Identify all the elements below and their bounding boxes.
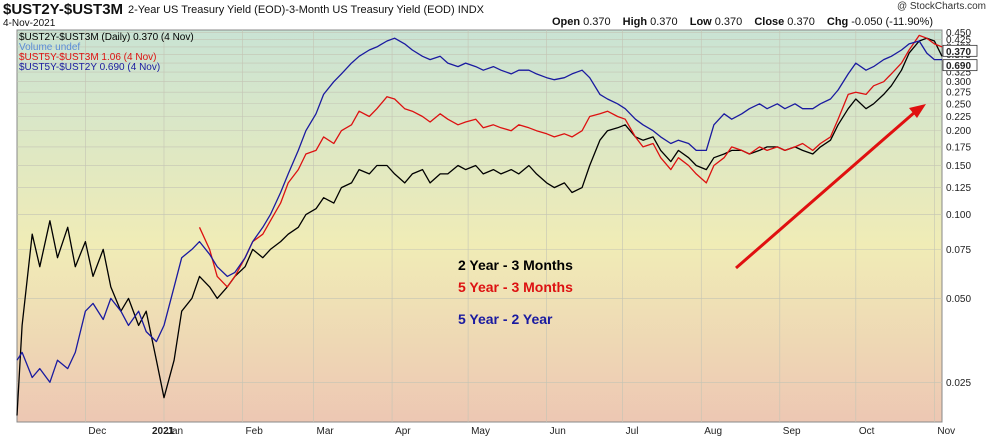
chart-date: 4-Nov-2021 <box>3 18 56 29</box>
y-tick-label: 0.050 <box>946 294 971 305</box>
ohlc-label: High <box>622 16 648 28</box>
y-tick-label: 0.250 <box>946 99 971 110</box>
last-value-badge <box>942 44 978 57</box>
legend-entry-5y-3m: $UST5Y-$UST3M 1.06 (4 Nov) <box>19 52 157 63</box>
annotation-5y-2y: 5 Year - 2 Year <box>458 311 553 327</box>
x-tick-label: Jul <box>626 426 639 437</box>
x-tick-label: Feb <box>246 426 264 437</box>
x-tick-label: Jun <box>550 426 566 437</box>
y-axis: 0.025 0.050 0.075 0.100 0.125 0.150 0.175 0.200… <box>942 28 978 389</box>
copyright-notice: @ StockCharts.com <box>896 1 986 12</box>
legend-entry-volume: Volume undef <box>19 42 81 53</box>
x-tick-label: Aug <box>704 426 722 437</box>
y-tick-label: 0.125 <box>946 183 971 194</box>
y-tick-label: 0.150 <box>946 161 971 172</box>
x-tick-label: Dec <box>88 426 106 437</box>
y-tick-label: 0.200 <box>946 126 971 137</box>
annotation-5y-3m: 5 Year - 3 Months <box>458 279 573 295</box>
ohlc-label: Low <box>689 16 712 28</box>
y-tick-label: 0.175 <box>946 142 971 153</box>
series-line-2 <box>16 37 942 383</box>
y-tick-label: 0.450 <box>946 28 971 39</box>
chart-description: 2-Year US Treasury Yield (EOD)-3-Month U… <box>128 4 484 16</box>
ohlc-value: 0.370 <box>714 16 743 28</box>
last-value-badge <box>942 59 978 72</box>
x-tick-label: Mar <box>317 426 335 437</box>
grid <box>17 30 942 422</box>
y-tick-label: 0.325 <box>946 68 971 79</box>
last-value-label: 0.370 <box>946 47 971 58</box>
x-tick-label: Oct <box>859 426 875 437</box>
series-line-1 <box>198 34 943 288</box>
trend-arrow-layer <box>735 104 926 270</box>
last-value-label: 0.690 <box>946 61 971 72</box>
ohlc-readout: Open 0.370 High 0.370 Low 0.370 Close 0.370 … <box>552 16 942 28</box>
ohlc-label: Open <box>551 16 581 28</box>
x-tick-label: Jan <box>167 426 183 437</box>
ohlc-label: Chg <box>826 16 849 28</box>
y-tick-label: 0.275 <box>946 88 971 99</box>
x-tick-label: Sep <box>783 426 801 437</box>
plot-background <box>16 29 943 423</box>
y-tick-label: 0.075 <box>946 245 971 256</box>
x-tick-label: Nov <box>937 426 955 437</box>
annotation-2y-3m: 2 Year - 3 Months <box>458 257 573 273</box>
ohlc-value: 0.370 <box>583 16 611 28</box>
x-tick-label: Apr <box>395 426 411 437</box>
y-tick-label: 0.425 <box>946 35 971 46</box>
y-tick-label: 0.025 <box>946 378 971 389</box>
y-tick-label: 0.100 <box>946 210 971 221</box>
ohlc-value: 0.370 <box>650 16 678 28</box>
chart-symbol: $UST2Y-$UST3M <box>3 1 124 18</box>
ohlc-value: 0.370 <box>787 16 815 28</box>
ohlc-label: Close <box>754 16 785 28</box>
trend-arrow-head <box>909 104 926 118</box>
y-tick-label: 0.300 <box>946 77 971 88</box>
trend-arrow-shaft <box>735 110 916 270</box>
legend-entry-5y-2y: $UST5Y-$UST2Y 0.690 (4 Nov) <box>19 62 161 73</box>
x-tick-label: 2021 <box>152 426 175 437</box>
legend-entry-2y-3m: $UST2Y-$UST3M (Daily) 0.370 (4 Nov) <box>19 32 194 43</box>
series-layer <box>16 34 943 416</box>
y-tick-label: 0.225 <box>946 112 971 123</box>
x-tick-label: May <box>471 426 490 437</box>
ohlc-value: -0.050 (-11.90%) <box>851 16 933 28</box>
